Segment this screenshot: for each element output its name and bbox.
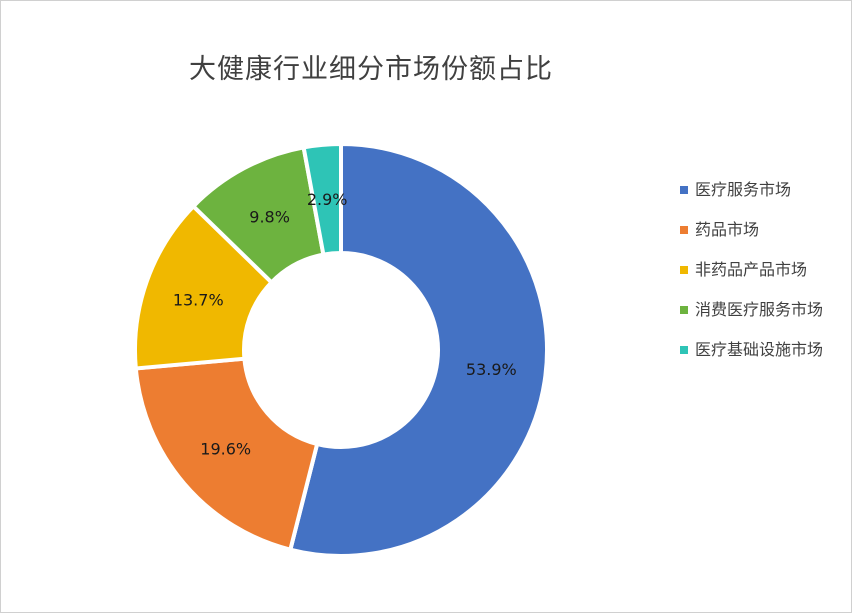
chart-title: 大健康行业细分市场份额占比 [189, 54, 553, 85]
legend-label: 医疗服务市场 [695, 180, 792, 199]
legend-swatch [680, 306, 688, 314]
labels-group: 53.9% 19.6% 13.7% 9.8% 2.9% [173, 190, 517, 458]
data-label: 19.6% [200, 439, 251, 458]
legend-item-consumer-medical: 消费医疗服务市场 [677, 299, 827, 321]
data-label: 53.9% [466, 360, 517, 379]
slices-group [133, 141, 549, 558]
data-label: 9.8% [249, 207, 290, 226]
slice-medical-services [287, 141, 549, 558]
slice-pharmaceuticals [133, 356, 320, 553]
legend-label: 药品市场 [695, 220, 760, 239]
legend-item-medical-infrastructure: 医疗基础设施市场 [677, 339, 827, 361]
legend-swatch [680, 266, 688, 274]
legend-item-pharmaceuticals: 药品市场 [677, 219, 827, 241]
legend-swatch [680, 346, 688, 354]
legend-label: 消费医疗服务市场 [695, 300, 824, 319]
data-label: 2.9% [307, 190, 348, 209]
legend: 医疗服务市场 药品市场 非药品产品市场 消费医疗服务市场 医疗基础设施市场 [677, 179, 827, 379]
legend-item-medical-services: 医疗服务市场 [677, 179, 827, 201]
legend-swatch [680, 186, 688, 194]
legend-label: 非药品产品市场 [695, 260, 808, 279]
data-label: 13.7% [173, 290, 224, 309]
legend-swatch [680, 226, 688, 234]
slice-medical-infrastructure [301, 141, 343, 257]
legend-item-non-drug-products: 非药品产品市场 [677, 259, 827, 281]
legend-label: 医疗基础设施市场 [695, 340, 824, 359]
